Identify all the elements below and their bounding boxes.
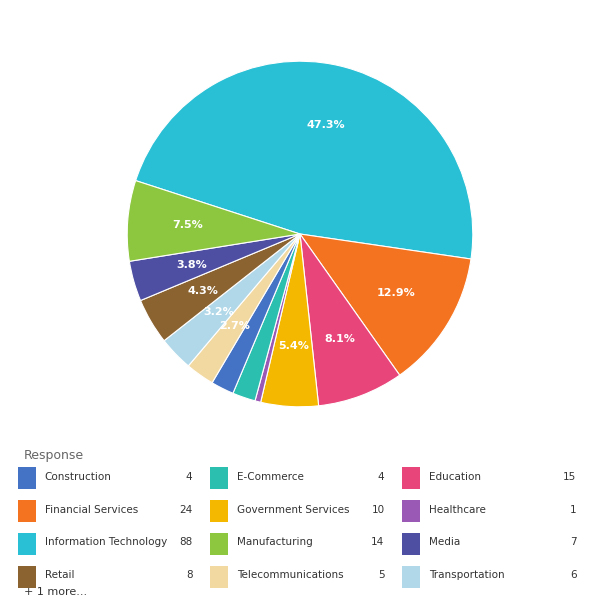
Bar <box>402 500 420 522</box>
Wedge shape <box>127 181 300 262</box>
Text: 7: 7 <box>570 537 577 547</box>
Text: Healthcare: Healthcare <box>429 505 486 515</box>
Wedge shape <box>233 234 300 401</box>
Text: 5.4%: 5.4% <box>278 341 308 351</box>
Text: 5: 5 <box>378 570 385 580</box>
Text: 4: 4 <box>378 472 385 482</box>
Text: Education: Education <box>429 472 481 482</box>
Text: 8: 8 <box>186 570 193 580</box>
Text: 3.2%: 3.2% <box>204 307 235 317</box>
Wedge shape <box>136 61 473 259</box>
Wedge shape <box>130 234 300 301</box>
Wedge shape <box>212 234 300 393</box>
Text: Transportation: Transportation <box>429 570 505 580</box>
Text: 24: 24 <box>179 505 193 515</box>
Text: 1: 1 <box>570 505 577 515</box>
Text: Telecommunications: Telecommunications <box>237 570 343 580</box>
Bar <box>210 566 228 587</box>
Bar <box>210 500 228 522</box>
Text: 12.9%: 12.9% <box>376 288 415 298</box>
Text: Manufacturing: Manufacturing <box>237 537 313 547</box>
Text: + 1 more...: + 1 more... <box>23 587 86 597</box>
Wedge shape <box>140 234 300 341</box>
Bar <box>402 533 420 555</box>
Text: 7.5%: 7.5% <box>173 220 203 230</box>
Text: Government Services: Government Services <box>237 505 349 515</box>
Text: 10: 10 <box>371 505 385 515</box>
Text: 8.1%: 8.1% <box>324 334 355 344</box>
Bar <box>210 533 228 555</box>
Bar <box>18 467 36 489</box>
Bar <box>18 500 36 522</box>
Wedge shape <box>300 234 471 375</box>
Text: Information Technology: Information Technology <box>45 537 167 547</box>
Wedge shape <box>260 234 319 407</box>
Text: Response: Response <box>23 449 83 461</box>
Text: Retail: Retail <box>45 570 74 580</box>
Text: E-Commerce: E-Commerce <box>237 472 304 482</box>
Bar <box>210 467 228 489</box>
Text: Media: Media <box>429 537 460 547</box>
Text: 4.3%: 4.3% <box>188 286 218 296</box>
Bar <box>402 566 420 587</box>
Text: 14: 14 <box>371 537 385 547</box>
Text: 88: 88 <box>179 537 193 547</box>
Text: 3.8%: 3.8% <box>176 260 208 270</box>
Text: 47.3%: 47.3% <box>306 119 345 130</box>
Text: 2.7%: 2.7% <box>220 320 250 331</box>
Text: Financial Services: Financial Services <box>45 505 138 515</box>
Wedge shape <box>188 234 300 383</box>
Wedge shape <box>300 234 400 406</box>
Wedge shape <box>255 234 300 402</box>
Text: 4: 4 <box>186 472 193 482</box>
Text: 6: 6 <box>570 570 577 580</box>
Bar <box>402 467 420 489</box>
Text: Construction: Construction <box>45 472 112 482</box>
Text: 15: 15 <box>563 472 577 482</box>
Bar <box>18 533 36 555</box>
Bar <box>18 566 36 587</box>
Wedge shape <box>164 234 300 366</box>
